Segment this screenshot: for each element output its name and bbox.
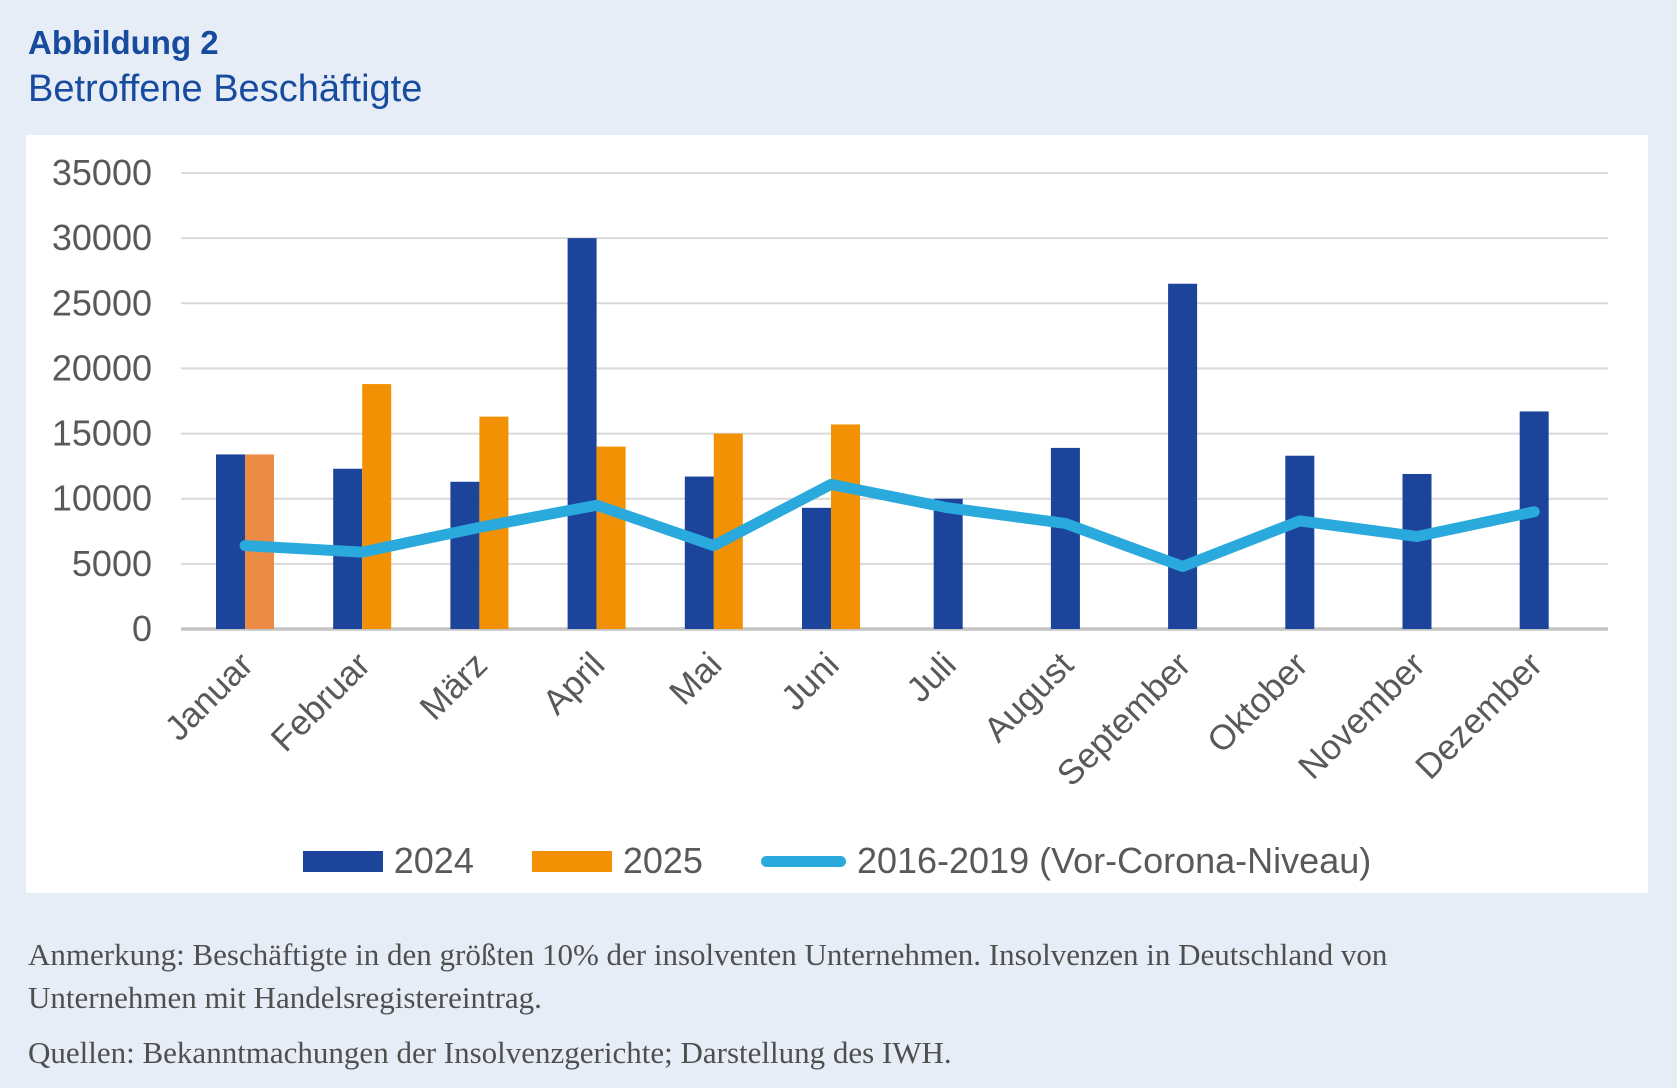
svg-text:35000: 35000	[52, 152, 152, 193]
bar-2024-Dezember	[1519, 411, 1549, 629]
bar-2025-April	[596, 446, 626, 629]
bar-2025-Februar	[362, 384, 392, 629]
chart-panel: 0 5000 10000 15000 20000 25000 30000 35000 Janua…	[26, 135, 1648, 893]
svg-text:Oktober: Oktober	[1200, 645, 1316, 761]
legend-label-2025: 2025	[622, 840, 703, 881]
legend-swatch-2024	[302, 850, 383, 872]
bar-2024-März	[450, 481, 480, 629]
bar-2024-November	[1402, 473, 1432, 629]
figure-notes: Anmerkung: Beschäftigte in den größten 1…	[28, 934, 1528, 1074]
svg-text:Februar: Februar	[264, 645, 378, 759]
legend-swatch-precorona-line	[760, 855, 846, 867]
legend-label-precorona: 2016-2019 (Vor-Corona-Niveau)	[856, 840, 1372, 881]
svg-text:Januar: Januar	[157, 645, 260, 748]
bar-2024-August	[1050, 447, 1080, 629]
svg-text:August: August	[976, 645, 1081, 750]
combo-chart: 0 5000 10000 15000 20000 25000 30000 35000 Janua…	[52, 152, 1608, 794]
figure-title: Betroffene Beschäftigte	[28, 68, 423, 111]
svg-text:20000: 20000	[52, 347, 152, 388]
bar-2024-Juni	[802, 507, 831, 629]
bar-2024-Juli	[933, 498, 963, 629]
precorona-line	[239, 478, 1540, 572]
svg-text:15000: 15000	[52, 413, 152, 454]
bar-2024-Oktober	[1285, 455, 1315, 629]
svg-text:5000: 5000	[72, 543, 152, 584]
gridlines	[181, 172, 1608, 565]
svg-text:Mai: Mai	[662, 645, 729, 712]
svg-text:30000: 30000	[52, 217, 152, 258]
figure-header: Abbildung 2 Betroffene Beschäftigte	[28, 22, 422, 113]
svg-text:März: März	[412, 645, 495, 728]
svg-text:10000: 10000	[52, 478, 152, 519]
bar-2025-Juni	[831, 424, 860, 629]
svg-text:0: 0	[132, 608, 152, 649]
figure-label: Abbildung 2	[28, 24, 219, 61]
legend-item-2024: 2024	[302, 840, 474, 882]
x-axis-labels: Januar Februar März April Mai Juni Juli AugustS…	[157, 645, 1550, 794]
bar-2024-April	[567, 238, 597, 629]
note-quellen: Quellen: Bekanntmachungen der Insolvenzg…	[28, 1034, 952, 1070]
svg-text:Dezember: Dezember	[1408, 645, 1550, 787]
bar-2024-Mai	[684, 476, 714, 629]
svg-text:Juni: Juni	[774, 645, 847, 718]
svg-text:25000: 25000	[52, 282, 152, 323]
legend-item-precorona: 2016-2019 (Vor-Corona-Niveau)	[760, 840, 1372, 882]
note-anmerkung: Anmerkung: Beschäftigte in den größten 1…	[28, 937, 1388, 1015]
legend-label-2024: 2024	[393, 840, 474, 881]
chart-legend: 2024 2025 2016-2019 (Vor-Corona-Niveau)	[26, 838, 1648, 884]
bar-2024-Januar	[216, 454, 245, 629]
svg-text:November: November	[1291, 645, 1433, 787]
svg-text:April: April	[535, 645, 612, 722]
y-axis-labels: 0 5000 10000 15000 20000 25000 30000 35000	[52, 152, 152, 649]
legend-item-2025: 2025	[531, 840, 703, 882]
bar-2024-September	[1168, 283, 1198, 629]
svg-text:Juli: Juli	[899, 645, 964, 710]
legend-swatch-2025	[531, 850, 612, 872]
